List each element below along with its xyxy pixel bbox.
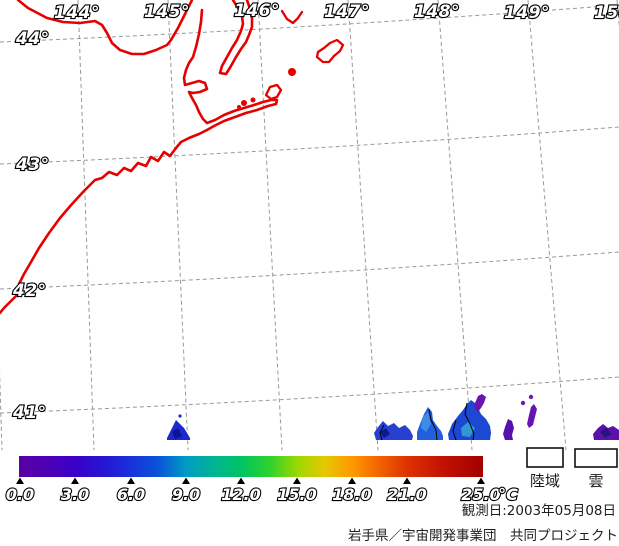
sst-patch bbox=[380, 428, 390, 438]
legend: 陸域 雲 bbox=[526, 447, 618, 490]
sst-patch bbox=[178, 414, 182, 418]
sst-patch bbox=[527, 404, 537, 428]
parallel-41 bbox=[0, 376, 619, 414]
observation-date: 観測日:2003年05月08日 bbox=[462, 502, 616, 519]
sst-patch bbox=[461, 422, 475, 437]
lon-label-145: 145° bbox=[144, 2, 190, 22]
tick-marker bbox=[237, 477, 245, 484]
parallel-44 bbox=[0, 4, 619, 43]
tick-label: 9.0 bbox=[172, 485, 200, 504]
sst-patch bbox=[421, 412, 431, 432]
tick-label: 0.0 bbox=[6, 485, 34, 504]
meridian-148 bbox=[437, 0, 473, 451]
sst-contour bbox=[379, 424, 385, 441]
habomai-islet bbox=[288, 68, 296, 76]
sst-patch bbox=[448, 400, 491, 440]
lon-label-144: 144° bbox=[54, 3, 100, 23]
shikotan-island bbox=[315, 38, 345, 64]
sst-patch bbox=[474, 394, 486, 412]
longitude-labels: 144° 145° 146° 147° 148° 149° 150° bbox=[53, 0, 619, 24]
kunashiri-island-coastline bbox=[218, 0, 254, 76]
tick-marker bbox=[403, 477, 411, 484]
cloud-legend-label: 雲 bbox=[588, 472, 603, 490]
tick-marker bbox=[71, 477, 79, 484]
meridian-145 bbox=[167, 0, 189, 451]
temperature-colorbar: 0.0 3.0 6.0 9.0 12.0 15.0 18.0 21.0 25.0… bbox=[5, 456, 519, 505]
unit-label: °C bbox=[498, 485, 518, 504]
cloud-legend-box bbox=[574, 448, 618, 468]
tick-label: 6.0 bbox=[117, 485, 145, 504]
sst-contour bbox=[464, 402, 475, 441]
meridian-147 bbox=[347, 0, 379, 451]
tick-label: 12.0 bbox=[221, 485, 260, 504]
lat-label-42: 42° bbox=[12, 281, 47, 301]
tick-marker bbox=[16, 477, 24, 484]
parallel-43 bbox=[0, 126, 619, 165]
meridian-146 bbox=[257, 0, 283, 451]
tick-marker bbox=[182, 477, 190, 484]
tick-marker bbox=[348, 477, 356, 484]
lat-label-44: 44° bbox=[15, 29, 50, 49]
sst-patch bbox=[520, 400, 526, 406]
sst-patch bbox=[528, 394, 534, 400]
tick-marker bbox=[127, 477, 135, 484]
sst-contour bbox=[452, 419, 457, 441]
land-legend-label: 陸域 bbox=[530, 472, 560, 490]
lon-label-147: 147° bbox=[324, 2, 370, 22]
lon-label-149: 149° bbox=[504, 3, 550, 23]
sst-patch bbox=[172, 428, 182, 439]
island-arc bbox=[280, 9, 304, 25]
hokkaido-coastline bbox=[0, 0, 279, 315]
latitude-labels: 44° 43° 42° 41° bbox=[11, 28, 50, 424]
sst-patch bbox=[503, 419, 514, 440]
sst-contour bbox=[428, 408, 438, 441]
parallel-42 bbox=[0, 251, 619, 290]
lat-label-41: 41° bbox=[12, 403, 47, 423]
lon-label-148: 148° bbox=[414, 2, 460, 22]
habomai-islet bbox=[250, 97, 256, 103]
lon-label-146: 146° bbox=[234, 1, 280, 21]
tick-label: 18.0 bbox=[332, 485, 371, 504]
tick-label: 21.0 bbox=[387, 485, 426, 504]
habomai-islet bbox=[237, 105, 241, 109]
meridian-143 bbox=[0, 369, 3, 451]
footer: 観測日:2003年05月08日 岩手県／宇宙開発事業団 共同プロジェクト bbox=[348, 502, 618, 544]
tick-marker bbox=[293, 477, 301, 484]
habomai-islet bbox=[241, 100, 247, 106]
tick-label: 25.0 bbox=[461, 485, 500, 504]
meridian-149 bbox=[527, 0, 567, 451]
coastlines bbox=[0, 0, 345, 315]
sst-patch bbox=[374, 421, 413, 440]
sst-data-patches bbox=[167, 394, 619, 441]
colorbar-gradient bbox=[19, 456, 483, 477]
graticule bbox=[0, 0, 619, 451]
sst-patch bbox=[600, 428, 612, 438]
credit-line: 岩手県／宇宙開発事業団 共同プロジェクト bbox=[348, 528, 618, 544]
land-legend-box bbox=[526, 447, 564, 468]
habomai-islet-ring bbox=[264, 83, 283, 101]
meridian-144 bbox=[77, 0, 95, 451]
lon-label-150: 150° bbox=[594, 3, 619, 23]
tick-marker bbox=[477, 477, 485, 484]
tick-label: 15.0 bbox=[277, 485, 316, 504]
lat-label-43: 43° bbox=[15, 155, 50, 175]
tick-label: 3.0 bbox=[61, 485, 89, 504]
